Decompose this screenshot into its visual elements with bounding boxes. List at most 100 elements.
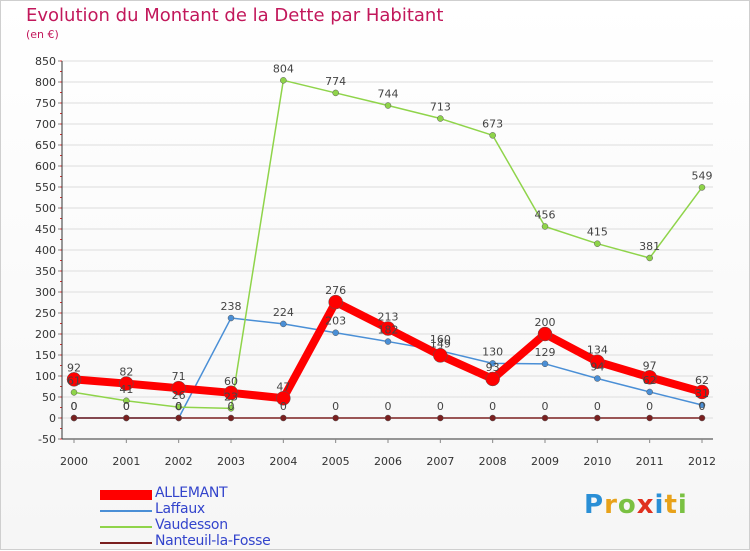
x-tick-label: 2002 [165,455,193,468]
data-point [437,115,444,122]
data-point [590,354,605,369]
y-tick-label: 850 [35,55,56,68]
data-label: 774 [325,75,346,88]
data-label: 415 [587,226,608,239]
data-point [70,414,78,422]
data-label: 82 [119,366,133,379]
x-tick-label: 2005 [322,455,350,468]
data-label: 203 [325,315,346,328]
y-tick-label: 300 [35,286,56,299]
data-point [227,314,235,322]
legend-label: ALLEMANT [155,485,228,501]
data-point [280,320,287,328]
legend-label: Nanteuil-la-Fosse [155,533,271,549]
data-label: 0 [280,400,287,413]
data-label: 0 [123,400,130,413]
data-label: 0 [332,400,339,413]
x-tick-label: 2009 [531,455,559,468]
data-point [537,326,553,342]
data-label: 31 [695,387,709,400]
data-point [70,389,78,396]
data-label: 130 [482,345,503,358]
data-label: 47 [276,380,290,393]
data-label: 0 [489,400,496,413]
data-label: 0 [175,400,182,413]
data-label: 744 [378,88,399,101]
y-tick-label: 0 [49,412,56,425]
data-point [175,403,182,411]
x-tick-label: 2006 [374,455,402,468]
x-tick-label: 2011 [636,455,664,468]
data-point [123,397,130,405]
data-label: 200 [535,316,556,329]
data-point [384,102,392,109]
data-label: 60 [224,375,238,388]
x-tick-label: 2008 [479,455,507,468]
data-label: 238 [221,300,242,313]
y-tick-label: 400 [35,244,56,257]
y-tick-label: -50 [38,433,56,446]
y-tick-label: 750 [35,97,56,110]
data-label: 0 [71,400,78,413]
legend-swatch [100,526,152,528]
data-point [698,414,706,422]
data-point [698,184,706,191]
x-tick-label: 2001 [112,455,140,468]
data-point [227,414,235,422]
data-point [384,414,392,422]
data-label: 804 [273,62,294,75]
data-point [119,376,134,391]
data-label: 0 [699,400,706,413]
data-label: 41 [119,383,133,396]
data-label: 0 [123,400,130,413]
data-label: 182 [378,324,399,337]
y-tick-label: 150 [35,349,56,362]
data-label: 160 [430,333,451,346]
data-point [280,77,287,84]
data-point [175,414,182,422]
data-point [433,348,448,363]
data-point [276,391,291,406]
data-point [328,294,343,310]
legend-swatch [100,510,152,512]
data-point [489,360,496,367]
data-point [646,414,653,422]
data-point [541,360,549,368]
data-label: 93 [486,361,500,374]
data-label: 224 [273,306,294,319]
data-point [541,223,549,230]
data-point [541,414,549,422]
data-label: 0 [175,400,182,413]
x-tick-label: 2007 [426,455,454,468]
data-label: 0 [71,400,78,413]
data-label: 0 [228,400,235,413]
y-tick-label: 700 [35,118,56,131]
data-point [227,405,235,412]
data-label: 276 [325,284,346,297]
data-label: 213 [378,311,399,324]
data-point [646,388,653,396]
chart-subtitle: (en €) [26,28,59,41]
data-point [332,329,339,336]
data-point [594,414,601,422]
data-point [485,371,500,387]
data-label: 71 [172,370,186,383]
data-label: 713 [430,101,451,114]
legend-label: Laffaux [155,501,205,517]
data-label: 92 [67,361,81,374]
proxiti-logo: Proxiti [584,490,688,520]
data-label: 62 [695,374,709,387]
data-point [646,254,653,262]
data-label: 0 [646,400,653,413]
data-label: 149 [430,337,451,350]
data-label: 97 [643,359,657,372]
data-label: 0 [385,400,392,413]
data-label: 129 [535,346,556,359]
y-tick-label: 650 [35,139,56,152]
data-label: 94 [590,361,604,374]
legend-swatch [100,489,152,501]
data-label: 0 [542,400,549,413]
data-label: 549 [692,169,713,182]
y-tick-label: 450 [35,223,56,236]
